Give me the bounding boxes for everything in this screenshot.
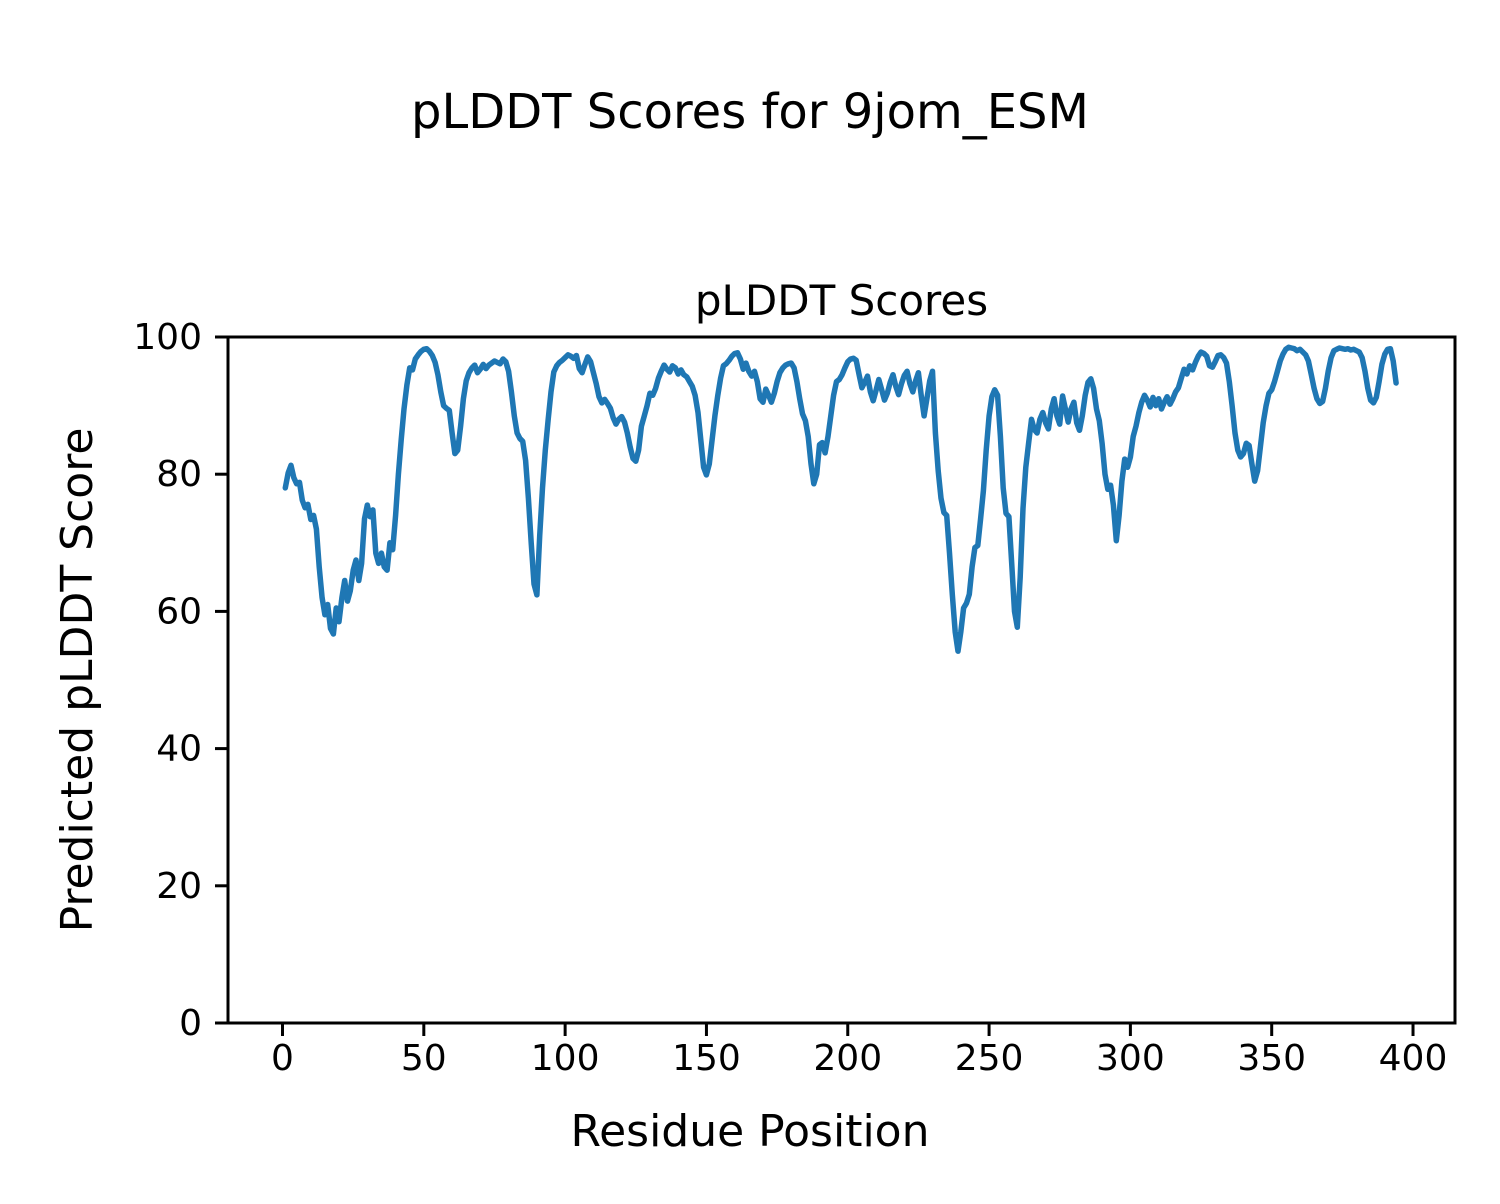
- y-tick-label: 40: [156, 729, 202, 770]
- y-tick-label: 80: [156, 454, 202, 495]
- axes-title: pLDDT Scores: [694, 276, 989, 325]
- x-tick-label: 0: [271, 1038, 294, 1079]
- y-axis-label: Predicted pLDDT Score: [51, 427, 103, 933]
- axes-spines: [226, 335, 1457, 1025]
- x-tick-label: 200: [813, 1038, 882, 1079]
- x-tick-label: 400: [1379, 1038, 1448, 1079]
- x-axis-label: Residue Position: [570, 1106, 930, 1157]
- y-tick-label: 100: [133, 317, 202, 358]
- x-tick-label: 100: [531, 1038, 600, 1079]
- plddt-line: [282, 344, 1399, 654]
- plot-area: [228, 337, 1455, 1023]
- x-tick-label: 50: [401, 1038, 447, 1079]
- y-tick-label: 0: [179, 1003, 202, 1044]
- x-tick-label: 350: [1237, 1038, 1306, 1079]
- x-tick-label: 150: [672, 1038, 741, 1079]
- x-tick-label: 300: [1096, 1038, 1165, 1079]
- y-tick-label: 20: [156, 866, 202, 907]
- y-tick-label: 60: [156, 591, 202, 632]
- figure-suptitle: pLDDT Scores for 9jom_ESM: [411, 84, 1089, 140]
- x-tick-label: 250: [955, 1038, 1024, 1079]
